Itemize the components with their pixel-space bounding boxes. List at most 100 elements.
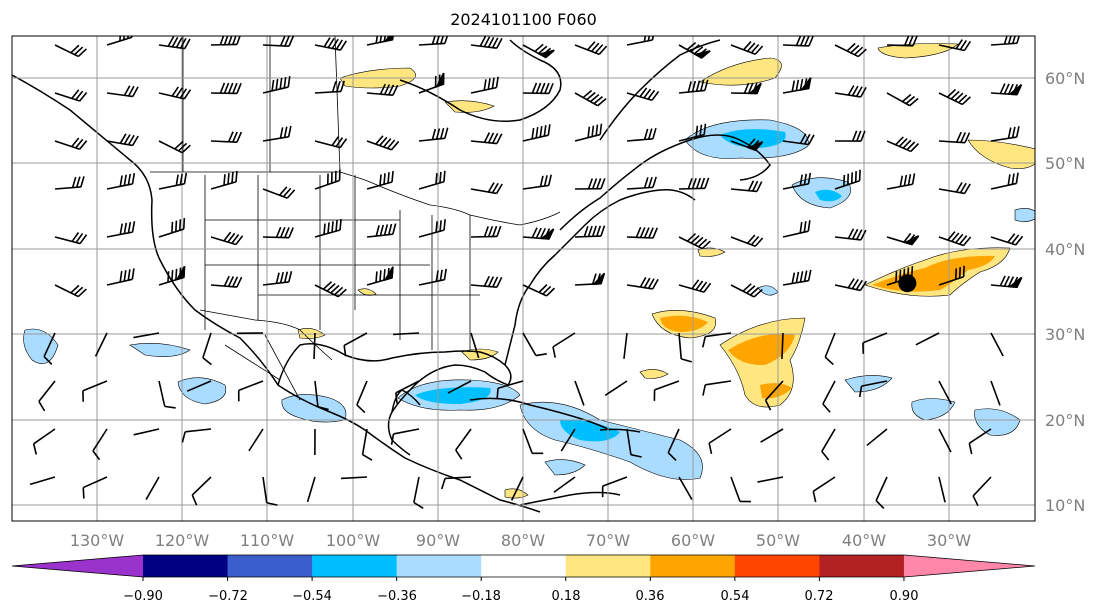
wind-barb [678, 332, 693, 363]
wind-barb [313, 332, 316, 360]
wind-barb [886, 173, 916, 190]
colorbar-tick-label: 0.18 [552, 589, 581, 604]
wind-barb [210, 131, 243, 144]
wind-barb [574, 272, 606, 286]
wind-barb [158, 140, 191, 154]
wind-barb [314, 136, 348, 149]
wind-barb [210, 170, 238, 190]
wind-barb [601, 476, 628, 498]
coast-canada-e [559, 134, 771, 231]
wind-barb [522, 227, 555, 240]
wind-barb [418, 36, 449, 46]
wind-barb [237, 380, 264, 402]
shade-atl-48n-core [815, 189, 842, 202]
wind-barb [366, 170, 394, 190]
wind-barb [413, 476, 424, 510]
shade-atl-caribbean-s [544, 459, 586, 476]
wind-barb [990, 36, 1020, 46]
wind-barb [106, 133, 139, 147]
wind-barb [470, 275, 503, 289]
wind-barb [626, 176, 657, 190]
wind-barb [834, 85, 867, 98]
wind-barb [730, 138, 764, 152]
wind-barb [418, 127, 449, 142]
shade-atl-east [974, 408, 1021, 436]
lon-label: 70°W [586, 531, 630, 550]
wind-barb [447, 380, 472, 394]
border-us-mexico [199, 309, 333, 361]
wind-barb [938, 231, 972, 247]
wind-barb [560, 428, 576, 452]
wind-barb [858, 380, 888, 398]
wind-barb [782, 133, 815, 146]
wind-barb [418, 170, 446, 190]
lon-label: 90°W [416, 531, 460, 550]
wind-barb [54, 284, 87, 298]
wind-barb [990, 380, 1001, 406]
wind-barb [834, 278, 868, 292]
wind-barb [821, 428, 836, 461]
wind-barb [314, 380, 329, 411]
wind-barb [158, 265, 186, 286]
colorbar-tick-label: 0.54 [721, 589, 750, 604]
wind-barb [29, 476, 56, 486]
wind-barb [757, 476, 784, 483]
wind-barb [552, 332, 576, 358]
wind-barb [990, 172, 1019, 190]
wind-barb [314, 80, 345, 94]
colorbar-tick-label: −0.90 [123, 589, 163, 604]
negative-shading [23, 119, 1035, 480]
wind-barb [626, 428, 642, 458]
wind-barb [470, 225, 502, 238]
lat-label: 60°N [1045, 69, 1085, 88]
wind-barb [390, 428, 420, 445]
wind-barb [866, 428, 888, 447]
wind-barb [574, 225, 606, 238]
wind-barb [262, 476, 278, 506]
colorbar [11, 554, 1036, 581]
wind-barb [470, 332, 480, 359]
map-title: 2024101100 F060 [450, 10, 597, 29]
shade-pacific-1 [177, 377, 227, 405]
wind-barb [938, 131, 971, 144]
wind-barb [522, 82, 554, 95]
wind-barb [248, 428, 264, 452]
colorbar-tick-labels: −0.90 −0.72 −0.54 −0.36 −0.18 0.18 0.36 … [123, 589, 918, 604]
colorbar-tick-label: −0.18 [461, 589, 501, 604]
wind-barb [262, 271, 293, 286]
wind-barb [968, 428, 992, 455]
wind-barb [782, 36, 814, 47]
wind-barb [440, 476, 472, 490]
coast-cuba [469, 397, 611, 431]
coast-south-america [519, 491, 621, 506]
wind-barb [522, 43, 555, 59]
wind-barb [834, 42, 867, 58]
wind-barb [678, 279, 712, 293]
wind-barb [106, 36, 133, 46]
map-frame [11, 35, 1036, 522]
longitude-labels: 130°W 120°W 110°W 100°W 90°W 80°W 70°W 6… [70, 531, 971, 550]
colorbar-extend-low [12, 555, 143, 577]
shade-texas [297, 328, 326, 339]
wind-barb [812, 476, 836, 503]
wind-barb [306, 476, 316, 503]
wind-barb [356, 380, 368, 414]
border-canada-prov-3 [334, 36, 341, 173]
wind-barb [262, 186, 296, 199]
wind-barb [730, 82, 762, 95]
shade-atl-central-core2 [760, 383, 792, 399]
wind-barb [678, 476, 693, 500]
colorbar-tick-label: 0.90 [890, 589, 919, 604]
shade-caribbean-core [560, 419, 620, 442]
wind-barb [678, 233, 711, 250]
shade-atl-41n [697, 247, 726, 257]
wind-barb [702, 380, 732, 396]
colorbar-tick-label: −0.72 [208, 589, 248, 604]
wind-barb [54, 44, 87, 58]
lon-label: 100°W [326, 531, 381, 550]
wind-barb [834, 228, 867, 241]
wind-barb [366, 266, 394, 286]
wind-barb [886, 36, 918, 47]
wind-barb [210, 82, 242, 95]
wind-barb [43, 332, 56, 366]
